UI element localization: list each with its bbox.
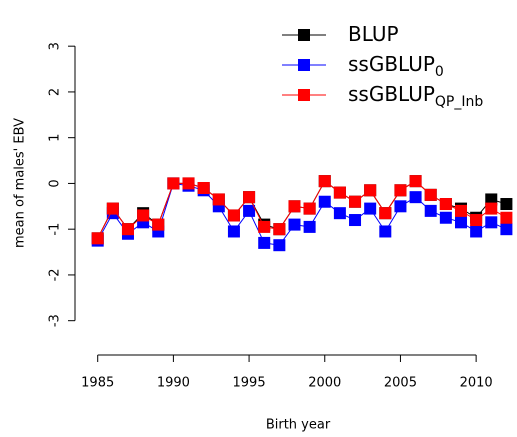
y-tick-label: 3 — [48, 42, 63, 50]
point — [439, 211, 452, 224]
series-line — [97, 180, 507, 239]
point — [167, 177, 180, 190]
point — [364, 184, 377, 197]
point — [227, 209, 240, 222]
point — [454, 204, 467, 217]
legend-name: ssGBLUP — [348, 52, 435, 76]
series-line — [97, 182, 507, 246]
point — [394, 200, 407, 213]
x-tick-label: 2010 — [460, 376, 493, 391]
point — [91, 232, 104, 245]
point — [197, 182, 210, 195]
point — [394, 184, 407, 197]
x-tick-label: 2005 — [384, 376, 417, 391]
point — [258, 220, 271, 233]
x-tick-label: 2000 — [308, 376, 341, 391]
point — [439, 198, 452, 211]
legend-label: ssGBLUPQP_Inb — [348, 82, 483, 111]
point — [288, 200, 301, 213]
point — [212, 193, 225, 206]
point — [424, 188, 437, 201]
y-tick-label: 1 — [48, 134, 63, 142]
point — [485, 216, 498, 229]
point — [258, 236, 271, 249]
x-tick-label: 1995 — [233, 376, 266, 391]
legend-label: BLUP — [348, 22, 399, 46]
y-axis-label: mean of males' EBV — [13, 118, 28, 248]
point — [364, 202, 377, 215]
legend-marker — [298, 29, 310, 41]
point — [500, 211, 513, 224]
point — [182, 177, 195, 190]
legend-subscript: QP_Inb — [435, 94, 483, 110]
legend-label: ssGBLUP0 — [348, 52, 444, 81]
point — [379, 207, 392, 220]
legend-marker — [298, 59, 310, 71]
point — [318, 195, 331, 208]
legend-subscript: 0 — [435, 64, 444, 80]
point — [227, 225, 240, 238]
point — [333, 186, 346, 199]
point — [106, 202, 119, 215]
point — [318, 175, 331, 188]
x-axis-label: Birth year — [266, 418, 331, 433]
legend-marker — [298, 89, 310, 101]
point — [379, 225, 392, 238]
point — [303, 202, 316, 215]
point — [243, 191, 256, 204]
point — [137, 209, 150, 222]
y-tick-label: 2 — [48, 88, 63, 96]
legend-name: ssGBLUP — [348, 82, 435, 106]
legend-name: BLUP — [348, 22, 399, 46]
point — [485, 193, 498, 206]
x-tick-label: 1985 — [81, 376, 114, 391]
y-tick-label: -2 — [48, 268, 63, 281]
point — [424, 204, 437, 217]
point — [500, 198, 513, 211]
y-tick-label: 0 — [48, 179, 63, 187]
y-tick-label: -1 — [48, 223, 63, 236]
point — [470, 225, 483, 238]
point — [121, 223, 134, 236]
point — [349, 214, 362, 227]
x-tick-label: 1990 — [157, 376, 190, 391]
point — [273, 223, 286, 236]
point — [470, 214, 483, 227]
point — [500, 223, 513, 236]
point — [273, 239, 286, 252]
point — [288, 218, 301, 231]
point — [485, 202, 498, 215]
point — [152, 218, 165, 231]
point — [243, 204, 256, 217]
point — [454, 216, 467, 229]
y-tick-label: -3 — [48, 314, 63, 327]
point — [349, 195, 362, 208]
point — [409, 191, 422, 204]
point — [303, 220, 316, 233]
point — [333, 207, 346, 220]
point — [409, 175, 422, 188]
